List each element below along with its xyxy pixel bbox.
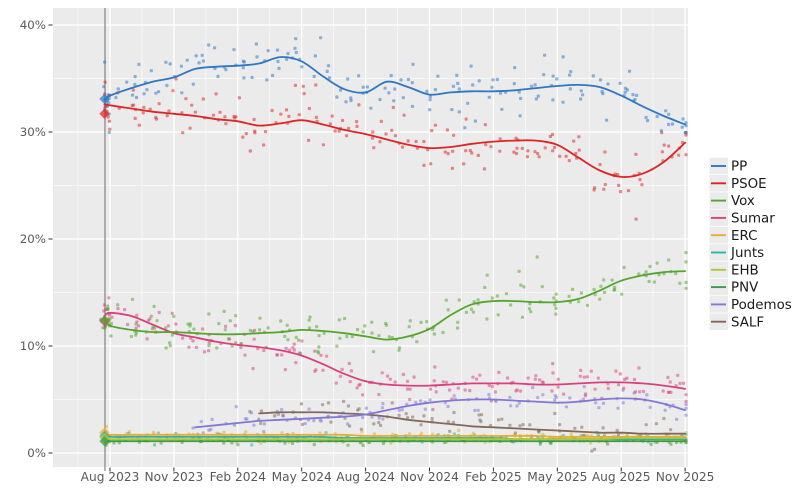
trend-line-Vox: [103, 270, 686, 341]
y-axis: 0% 10% 20% 30% 40%: [20, 18, 53, 460]
trend-line-PP: [103, 56, 686, 126]
x-tick-label: Nov 2023: [145, 470, 204, 484]
y-tick-label: 40%: [20, 18, 46, 32]
trend-line-SALF: [258, 411, 686, 435]
legend-label-PNV: PNV: [731, 281, 759, 296]
legend-label-Junts: Junts: [730, 246, 764, 261]
legend-item-Vox: Vox: [709, 192, 755, 209]
legend-label-Vox: Vox: [731, 194, 755, 209]
trend-lines: [103, 56, 686, 443]
legend-label-Sumar: Sumar: [731, 212, 775, 227]
x-axis: Aug 2023 Nov 2023 Feb 2024 May 2024 Aug 2024…: [81, 467, 715, 484]
legend-label-PSOE: PSOE: [731, 177, 767, 192]
trend-line-ERC: [103, 432, 686, 438]
x-tick-label: Feb 2024: [210, 470, 267, 484]
x-tick-label: May 2024: [272, 470, 332, 484]
x-tick-label: Aug 2025: [592, 470, 651, 484]
scatter-PSOE: [103, 77, 688, 221]
election-marker-PP: [99, 93, 110, 105]
x-tick-label: Aug 2023: [81, 470, 140, 484]
legend-item-PNV: PNV: [709, 278, 759, 296]
trend-line-Sumar: [103, 311, 686, 390]
legend-label-SALF: SALF: [731, 315, 764, 330]
legend-item-Podemos: Podemos: [709, 296, 792, 313]
election-result-markers: [99, 93, 110, 447]
y-tick-label: 30%: [20, 125, 46, 139]
election-marker-PNV: [99, 436, 110, 447]
trend-line-EHB: [103, 437, 686, 441]
legend-item-PP: PP: [709, 157, 747, 175]
legend-item-Junts: Junts: [709, 244, 764, 261]
legend-item-EHB: EHB: [709, 261, 759, 278]
legend-label-ERC: ERC: [731, 229, 757, 244]
x-tick-label: Feb 2025: [465, 470, 521, 484]
trend-line-PSOE: [103, 103, 686, 178]
legend-item-ERC: ERC: [709, 226, 757, 244]
y-tick-label: 20%: [20, 232, 46, 246]
y-tick-label: 10%: [20, 339, 46, 353]
legend-label-EHB: EHB: [731, 263, 759, 278]
x-tick-label: Nov 2024: [400, 470, 459, 484]
x-tick-label: Nov 2025: [656, 470, 715, 484]
x-tick-label: Aug 2024: [336, 470, 395, 484]
legend: PP PSOE Vox Sumar ERC Junts EHB PNV Podemos SALF: [709, 157, 792, 330]
scatter-PP: [102, 36, 688, 135]
legend-item-SALF: SALF: [709, 313, 764, 330]
election-marker-Vox: [99, 315, 110, 326]
legend-item-Sumar: Sumar: [709, 209, 775, 227]
y-tick-label: 0%: [27, 446, 46, 460]
legend-label-Podemos: Podemos: [731, 298, 792, 313]
legend-label-PP: PP: [731, 160, 747, 175]
legend-item-PSOE: PSOE: [709, 175, 767, 192]
trend-line-Podemos: [194, 397, 686, 429]
election-marker-PSOE: [99, 108, 110, 120]
x-tick-label: May 2025: [527, 470, 587, 484]
